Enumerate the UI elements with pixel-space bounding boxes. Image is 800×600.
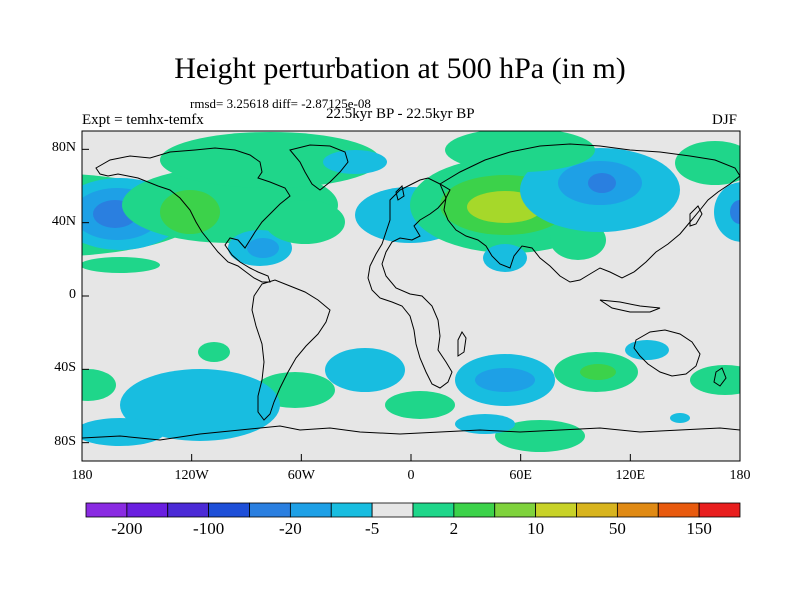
coast-greenland xyxy=(289,144,349,191)
field-sh-low-3b xyxy=(475,368,535,392)
colorbar-bin xyxy=(126,502,169,518)
colorbar-label: 2 xyxy=(449,519,459,538)
colorbar-bin xyxy=(535,502,577,518)
field-npac-east-2 xyxy=(730,200,740,224)
colorbar-bin xyxy=(494,502,537,518)
coastlines xyxy=(82,143,740,441)
colorbar-label: -5 xyxy=(365,519,380,538)
field-atlantic-trough-2 xyxy=(247,238,279,258)
lon-label: 0 xyxy=(407,468,415,483)
lon-label: 120W xyxy=(174,468,209,483)
colorbar-bin xyxy=(85,502,128,518)
colorbar-bin xyxy=(208,502,250,518)
field-sh-ridge-4b xyxy=(580,364,616,380)
colorbar-bin xyxy=(576,502,618,518)
season-label: DJF xyxy=(712,112,738,128)
coast-madagascar xyxy=(457,331,467,357)
colorbar-label: 10 xyxy=(527,519,545,538)
period-label: 22.5kyr BP - 22.5kyr BP xyxy=(326,106,475,122)
field-hawaii-ridge xyxy=(82,257,160,273)
field-sh-low-4 xyxy=(625,340,669,360)
field-natl-ridge xyxy=(265,200,345,244)
map-plot-area xyxy=(82,131,740,461)
lat-label: 40N xyxy=(51,213,76,229)
coast-asia xyxy=(439,143,740,283)
field-sh-ridge-6 xyxy=(82,369,116,401)
colorbar-label: -20 xyxy=(279,519,302,538)
colorbar-label: 150 xyxy=(686,519,712,538)
field-arabia-low xyxy=(483,244,527,272)
coast-british-isles xyxy=(395,184,405,201)
field-sh-ridge-5 xyxy=(690,365,740,395)
lat-label: 80S xyxy=(54,433,76,449)
field-pacific-ridge-east xyxy=(675,141,740,185)
lat-label: 80N xyxy=(51,140,76,156)
colorbar-bin xyxy=(412,502,455,518)
colorbar-bin xyxy=(657,502,700,518)
colorbar-bin xyxy=(289,502,332,518)
colorbar-label: 50 xyxy=(608,519,626,538)
rmsd-stats: rmsd= 3.25618 diff= -2.87125e-08 xyxy=(190,96,371,111)
lon-label: 120E xyxy=(615,468,646,483)
map-title: Height perturbation at 500 hPa (in m) xyxy=(174,52,626,85)
colorbar-label: -200 xyxy=(111,519,143,538)
colorbar-bin xyxy=(698,502,741,518)
coast-north-america xyxy=(95,147,291,283)
field-sh-ridge-3 xyxy=(385,391,455,419)
coast-japan xyxy=(689,205,703,227)
field-sh-low-2 xyxy=(325,348,405,392)
lon-label: 60W xyxy=(287,468,315,483)
axis-ticks xyxy=(81,148,741,461)
colorbar-label: -100 xyxy=(193,519,225,538)
field-npac-east xyxy=(714,182,740,242)
field-sh-ridge-1 xyxy=(198,342,230,362)
colorbar-bin xyxy=(330,502,373,518)
colorbar-bin xyxy=(371,502,414,518)
lat-label: 40S xyxy=(54,360,76,376)
coast-australia xyxy=(633,329,701,377)
field-sh-ridge-7 xyxy=(495,420,585,452)
field-namerica-ridge-2 xyxy=(160,190,220,234)
coast-indonesia xyxy=(599,299,661,313)
field-sh-low-5 xyxy=(82,418,165,446)
coast-europe-africa xyxy=(367,177,453,389)
colorbar-bin xyxy=(249,502,291,518)
experiment-label: Expt = temhx-temfx xyxy=(82,112,204,128)
coast-antarctica xyxy=(82,425,740,441)
coast-south-america xyxy=(251,279,331,421)
field-sh-low-7 xyxy=(670,413,690,423)
colorbar xyxy=(85,502,741,518)
field-sh-low-1 xyxy=(120,369,280,441)
field-arctic-low xyxy=(323,150,387,174)
coast-new-zealand xyxy=(713,367,727,387)
lon-label: 180 xyxy=(71,468,93,483)
colorbar-bin xyxy=(453,502,496,518)
colorbar-bin xyxy=(616,502,659,518)
field-siberia-low-3 xyxy=(588,173,616,193)
field-sh-low-6 xyxy=(455,414,515,434)
colorbar-bin xyxy=(167,502,210,518)
lat-label: 0 xyxy=(69,287,76,302)
lon-label: 60E xyxy=(509,468,532,483)
lon-label: 180 xyxy=(729,468,751,483)
